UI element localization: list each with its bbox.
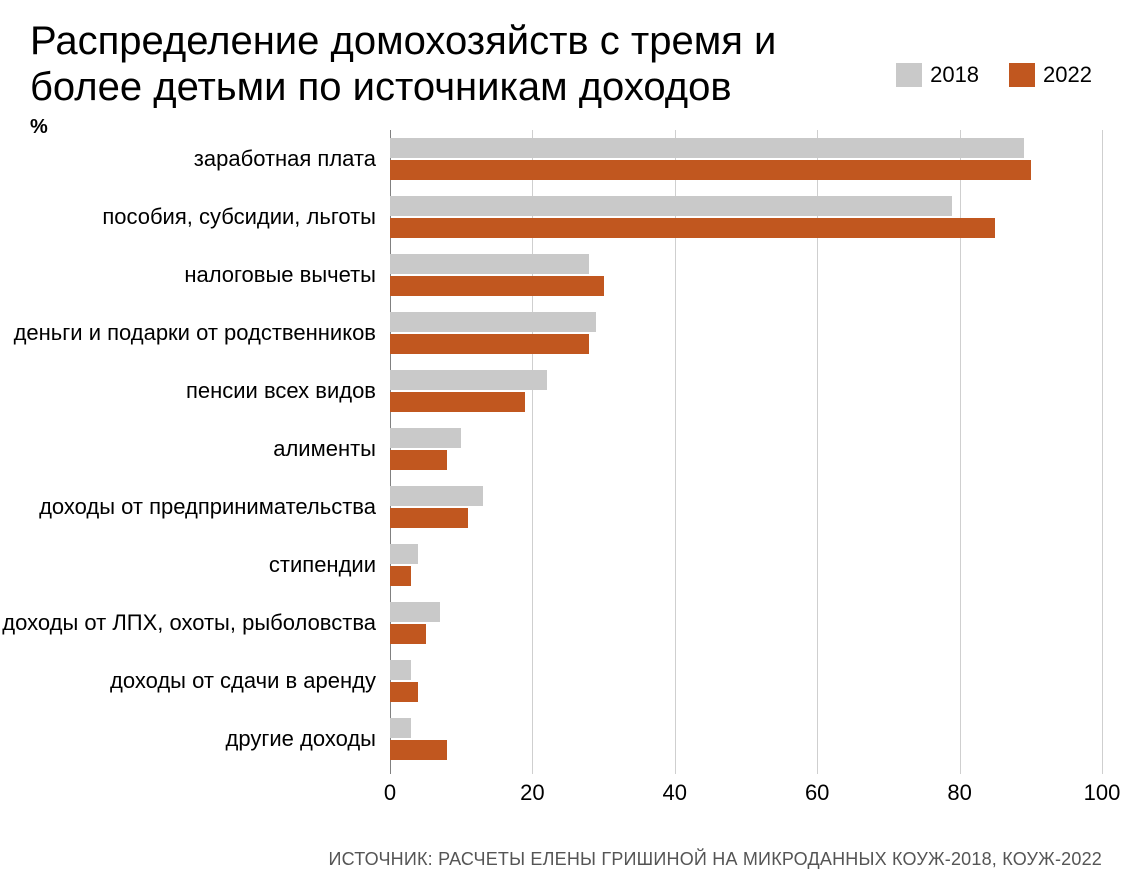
- x-tick-label: 80: [947, 780, 971, 806]
- gridline: [1102, 130, 1103, 774]
- category-label: алименты: [273, 438, 376, 460]
- bar: [390, 486, 483, 506]
- chart-title: Распределение домохозяйств с тремя и бол…: [30, 18, 850, 110]
- category-label: деньги и подарки от родственников: [14, 322, 376, 344]
- category-label: доходы от предпринимательства: [39, 496, 376, 518]
- legend-swatch-2022: [1009, 63, 1035, 87]
- bar: [390, 740, 447, 760]
- bar: [390, 428, 461, 448]
- x-tick-label: 0: [384, 780, 396, 806]
- category-label: другие доходы: [226, 728, 376, 750]
- legend-item-2018: 2018: [896, 62, 979, 88]
- category-label: заработная плата: [194, 148, 376, 170]
- bar: [390, 718, 411, 738]
- bar: [390, 544, 418, 564]
- x-tick-label: 60: [805, 780, 829, 806]
- x-tick-label: 20: [520, 780, 544, 806]
- category-label: налоговые вычеты: [184, 264, 376, 286]
- legend-swatch-2018: [896, 63, 922, 87]
- bar: [390, 218, 995, 238]
- category-label: доходы от ЛПХ, охоты, рыболовства: [2, 612, 376, 634]
- bar: [390, 370, 547, 390]
- legend-item-2022: 2022: [1009, 62, 1092, 88]
- legend-label-2022: 2022: [1043, 62, 1092, 88]
- bar: [390, 276, 604, 296]
- category-label: стипендии: [269, 554, 376, 576]
- bar: [390, 566, 411, 586]
- bar: [390, 312, 596, 332]
- bar: [390, 682, 418, 702]
- bar: [390, 334, 589, 354]
- bar: [390, 450, 447, 470]
- bar: [390, 254, 589, 274]
- bar: [390, 508, 468, 528]
- bar: [390, 624, 426, 644]
- x-tick-label: 100: [1084, 780, 1121, 806]
- legend-label-2018: 2018: [930, 62, 979, 88]
- plot-area: 020406080100: [390, 130, 1102, 774]
- bar: [390, 602, 440, 622]
- source-line: ИСТОЧНИК: РАСЧЕТЫ ЕЛЕНЫ ГРИШИНОЙ НА МИКР…: [329, 849, 1102, 870]
- bar: [390, 660, 411, 680]
- y-axis-labels: заработная плата пособия, субсидии, льгот…: [30, 130, 390, 774]
- chart: заработная плата пособия, субсидии, льгот…: [30, 130, 1102, 810]
- category-label: пенсии всех видов: [186, 380, 376, 402]
- page: Распределение домохозяйств с тремя и бол…: [0, 0, 1132, 880]
- category-label: доходы от сдачи в аренду: [110, 670, 376, 692]
- legend: 2018 2022: [896, 62, 1092, 88]
- x-tick-label: 40: [663, 780, 687, 806]
- bar: [390, 160, 1031, 180]
- category-label: пособия, субсидии, льготы: [102, 206, 376, 228]
- bar: [390, 196, 952, 216]
- bar: [390, 138, 1024, 158]
- bar: [390, 392, 525, 412]
